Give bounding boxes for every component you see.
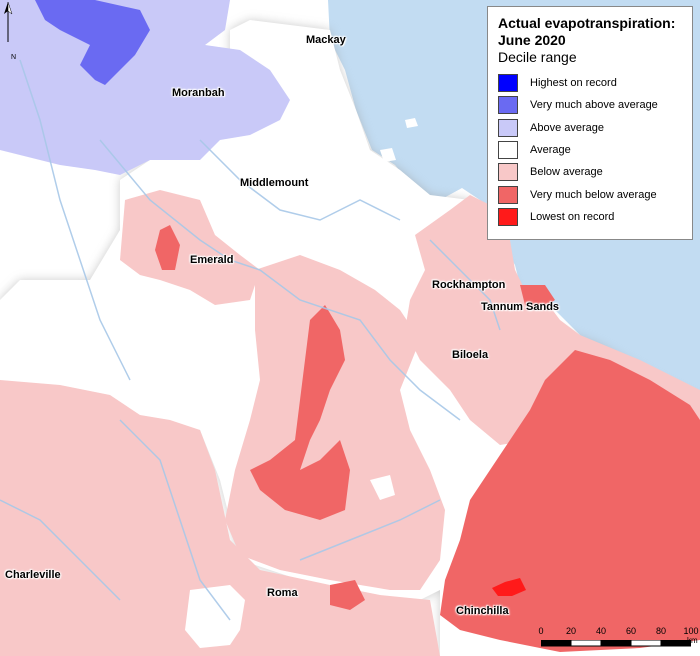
town-label-tannum-sands: Tannum Sands (481, 301, 560, 313)
very-much-below-average-zone-central (250, 305, 350, 520)
town-label-mackay: Mackay (306, 34, 346, 46)
above-average-zone (0, 0, 290, 175)
north-arrow-icon (4, 1, 13, 42)
average-patch-roma (185, 585, 245, 648)
legend-item: Very much above average (498, 94, 682, 116)
legend-item: Very much below average (498, 183, 682, 205)
legend-item: Below average (498, 161, 682, 183)
legend-heading: Decile range (498, 49, 577, 65)
town-label-moranbah: Moranbah (172, 87, 225, 99)
scale-tick-label: 60 (625, 626, 637, 636)
rivers (0, 59, 501, 621)
very-much-above-average-zone (35, 0, 150, 85)
scale-bar: 0 20 40 60 80 100 km (536, 626, 699, 654)
below-average-zone-central (225, 255, 445, 590)
scale-tick-label: 40 (595, 626, 607, 636)
map-legend: Actual evapotranspiration: June 2020 Dec… (487, 6, 693, 240)
legend-swatch (498, 163, 518, 182)
very-much-below-average-zone-emerald (155, 225, 180, 270)
legend-label: Highest on record (530, 77, 617, 90)
scale-tick-label: 0 (538, 626, 544, 636)
scale-unit: km (687, 636, 698, 645)
legend-swatch (498, 141, 518, 160)
legend-subtitle: June 2020 (498, 32, 566, 48)
north-label: N (11, 54, 17, 61)
town-label-emerald: Emerald (190, 254, 234, 266)
scale-tick-label: 20 (565, 626, 577, 636)
legend-label: Average (530, 144, 571, 157)
below-average-zone-west (120, 190, 260, 305)
lowest-on-record-patch (492, 578, 526, 596)
legend-item: Highest on record (498, 72, 682, 94)
town-label-middlemount: Middlemount (240, 177, 309, 189)
town-label-biloela: Biloela (452, 349, 489, 361)
legend-label: Lowest on record (530, 210, 615, 223)
island (405, 118, 418, 128)
scale-bar-graphic (541, 640, 691, 647)
legend-label: Below average (530, 166, 603, 179)
town-label-roma: Roma (267, 587, 298, 599)
legend-item: Average (498, 139, 682, 161)
legend-title: Actual evapotranspiration: (498, 15, 676, 31)
average-patch-center (370, 475, 395, 500)
town-label-rockhampton: Rockhampton (432, 279, 506, 291)
legend-label: Very much above average (530, 99, 658, 112)
town-label-charleville: Charleville (5, 569, 61, 581)
town-label-chinchilla: Chinchilla (456, 605, 509, 617)
legend-rows: Highest on record Very much above average… (498, 72, 682, 228)
legend-item: Lowest on record (498, 206, 682, 228)
legend-swatch (498, 74, 518, 93)
very-much-below-average-zone-se (440, 350, 700, 652)
very-much-below-average-zone-coast (520, 285, 555, 310)
scale-tick-label: 80 (655, 626, 667, 636)
very-much-below-average-zone-roma (330, 580, 365, 610)
legend-label: Above average (530, 121, 604, 134)
legend-swatch (498, 207, 518, 226)
island (380, 148, 396, 162)
scale-tick-label: 100 (683, 626, 699, 636)
legend-swatch (498, 185, 518, 204)
legend-swatch (498, 96, 518, 115)
legend-swatch (498, 118, 518, 137)
legend-item: Above average (498, 117, 682, 139)
legend-label: Very much below average (530, 188, 657, 201)
